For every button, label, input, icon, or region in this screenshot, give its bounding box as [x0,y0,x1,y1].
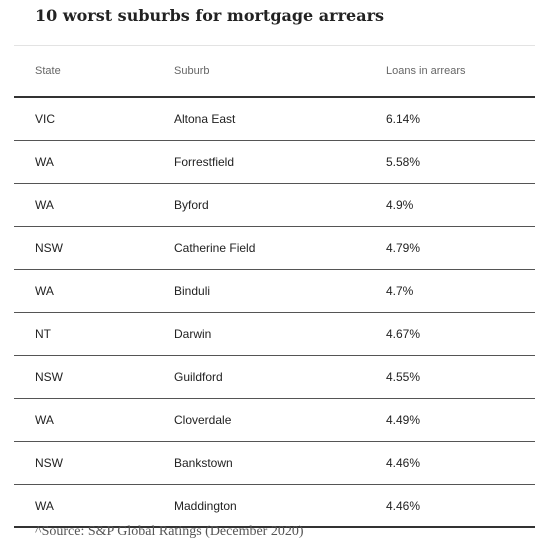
table-cell: Catherine Field [174,240,256,255]
header-cell: Suburb [174,65,210,77]
table-cell: Darwin [174,326,212,341]
table-cell: NSW [35,240,63,255]
table-cell: 4.55% [386,369,421,384]
table-cell: Altona East [174,111,236,126]
table-cell: Byford [174,197,209,212]
row-rule [14,355,535,356]
row-rule [14,526,535,528]
table-cell: 4.67% [386,326,421,341]
row-rule [14,441,535,442]
table-cell: VIC [35,111,56,126]
table-cell: Forrestfield [174,154,235,169]
table-cell: 4.7% [386,283,414,298]
table-cell: Binduli [174,283,211,298]
title: 10 worst suburbs for mortgage arrears [35,6,385,25]
table-cell: NSW [35,455,63,470]
table-cell: WA [35,154,54,169]
table-cell: NT [35,326,51,341]
table-cell: NSW [35,369,63,384]
header-cell: Loans in arrears [386,65,466,77]
row-rule [14,140,535,141]
table-cell: 4.79% [386,240,421,255]
table-cell: 4.9% [386,197,414,212]
table-cell: 6.14% [386,111,421,126]
row-rule [14,269,535,270]
table-cell: 4.46% [386,498,421,513]
header-rule [14,96,535,98]
divider [14,45,535,46]
row-rule [14,226,535,227]
row-rule [14,398,535,399]
table-cell: Bankstown [174,455,233,470]
table-cell: WA [35,412,54,427]
table-cell: WA [35,283,54,298]
row-rule [14,312,535,313]
table-cell: Guildford [174,369,223,384]
table-cell: WA [35,197,54,212]
table-cell: 5.58% [386,154,421,169]
header-cell: State [35,65,61,77]
table-cell: Maddington [174,498,237,513]
table-cell: Cloverdale [174,412,232,427]
table-cell: WA [35,498,54,513]
row-rule [14,183,535,184]
table-cell: 4.49% [386,412,421,427]
row-rule [14,484,535,485]
table-cell: 4.46% [386,455,421,470]
source: ^Source: S&P Global Ratings (December 20… [35,524,304,539]
